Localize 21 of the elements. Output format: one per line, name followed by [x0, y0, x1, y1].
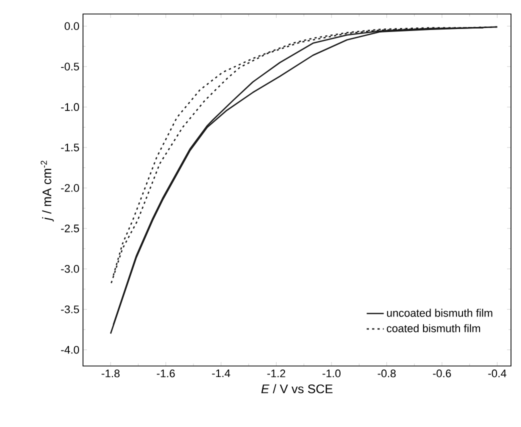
y-tick-label: -2.5 — [61, 224, 80, 232]
x-tick-label: -0.4 — [488, 370, 506, 378]
y-tick-label: -1.5 — [61, 144, 80, 152]
y-tick-label: -3.5 — [61, 305, 80, 314]
x-axis-title: E / V vs SCE — [261, 384, 332, 394]
y-axis-title: j / mA cm$^{-2}$ — [40, 160, 54, 222]
y-tick-label: -4.0 — [61, 346, 80, 354]
x-tick-label: -0.6 — [433, 370, 451, 378]
y-tick-label: -1.0 — [61, 103, 80, 111]
x-tick-label: -1.2 — [267, 370, 286, 378]
y-tick-label: 0.0 — [64, 22, 80, 30]
x-tick-label: -1.8 — [102, 370, 120, 378]
y-tick-label: -0.5 — [61, 62, 80, 70]
x-tick-label: -1.0 — [322, 370, 341, 378]
legend-label: coated bismuth film — [386, 324, 480, 332]
legend-label: uncoated bismuth film — [387, 308, 492, 317]
y-tick-label: -3.0 — [61, 265, 80, 273]
x-tick-label: -0.8 — [378, 370, 396, 378]
y-tick-label: -2.0 — [61, 184, 80, 192]
x-tick-label: -1.6 — [156, 370, 175, 378]
x-tick-label: -1.4 — [212, 370, 230, 378]
